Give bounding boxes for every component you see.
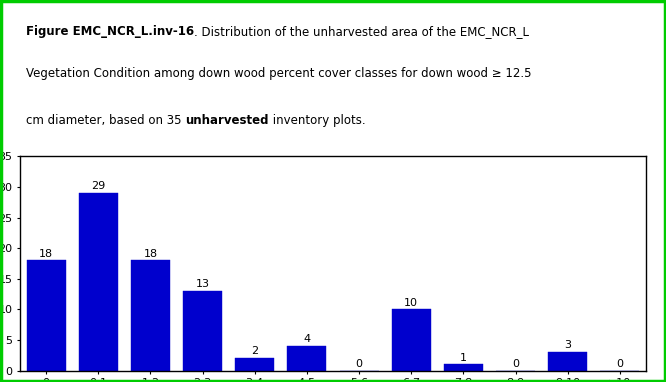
Text: 1: 1 (460, 353, 467, 363)
Text: Figure EMC_NCR_L.inv-16: Figure EMC_NCR_L.inv-16 (26, 24, 194, 37)
Text: 18: 18 (143, 249, 157, 259)
Text: 10: 10 (404, 298, 418, 308)
Text: 0: 0 (356, 359, 362, 369)
Text: Down Wood Percent Cover; ≥ 12.5 cm diameter: Down Wood Percent Cover; ≥ 12.5 cm diame… (0, 381, 1, 382)
Bar (235, 358, 274, 371)
Text: unharvested: unharvested (186, 114, 269, 127)
Text: 29: 29 (91, 181, 105, 191)
Text: Vegetation Condition among down wood percent cover classes for down wood ≥ 12.5: Vegetation Condition among down wood per… (26, 66, 531, 79)
Text: inventory plots.: inventory plots. (269, 114, 366, 127)
Bar (27, 261, 66, 371)
Text: 3: 3 (564, 340, 571, 350)
Bar (183, 291, 222, 371)
Bar (287, 346, 326, 371)
Bar (392, 309, 431, 371)
Text: Down Wood Percent Cover;: Down Wood Percent Cover; (0, 381, 1, 382)
Bar (444, 364, 483, 371)
Text: 18: 18 (39, 249, 53, 259)
Bar (79, 193, 118, 371)
Text: 2: 2 (251, 346, 258, 356)
Text: 13: 13 (196, 279, 210, 289)
Text: . Distribution of the unharvested area of the EMC_NCR_L: . Distribution of the unharvested area o… (194, 24, 529, 37)
Text: cm diameter, based on 35: cm diameter, based on 35 (26, 114, 186, 127)
Bar (548, 352, 587, 371)
Text: 4: 4 (303, 334, 310, 344)
Bar (131, 261, 170, 371)
Text: 0: 0 (512, 359, 519, 369)
Text: 0: 0 (617, 359, 623, 369)
